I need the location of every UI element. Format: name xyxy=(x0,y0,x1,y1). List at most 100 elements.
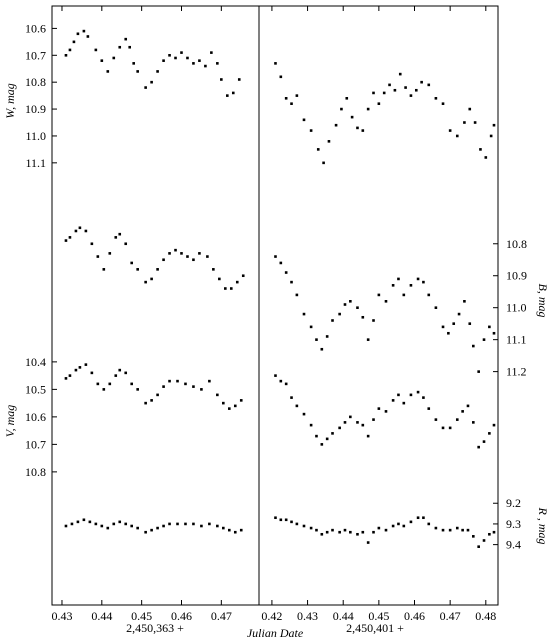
data-point-r xyxy=(124,522,128,526)
data-point-v xyxy=(409,393,413,397)
data-point-w xyxy=(284,97,288,100)
data-point-w xyxy=(86,35,90,38)
data-point-b xyxy=(235,280,239,284)
data-point-r xyxy=(372,530,375,534)
data-point-v xyxy=(315,434,318,438)
data-point-r xyxy=(144,530,147,534)
data-point-b xyxy=(124,242,128,246)
y-tick-label: 10.8 xyxy=(25,75,46,89)
data-point-w xyxy=(124,37,128,41)
y-tick-label: 9.4 xyxy=(506,538,521,552)
data-point-w xyxy=(382,91,386,95)
data-point-v xyxy=(434,418,438,421)
data-point-w xyxy=(72,40,76,44)
data-point-b xyxy=(309,325,313,329)
data-point-b xyxy=(192,258,195,262)
y-tick-label: 10.9 xyxy=(506,269,527,283)
data-point-r xyxy=(391,524,395,528)
data-point-b xyxy=(218,277,221,281)
data-point-w xyxy=(106,70,110,73)
data-point-r xyxy=(184,522,187,526)
data-point-r xyxy=(409,520,413,524)
data-point-b xyxy=(156,268,159,271)
data-point-v xyxy=(302,412,306,416)
data-point-r xyxy=(279,518,283,522)
data-point-w xyxy=(484,156,488,159)
data-point-r xyxy=(349,530,352,534)
data-point-r xyxy=(325,530,329,534)
data-point-v xyxy=(124,371,128,375)
x-tick-label: 0.46 xyxy=(171,609,192,623)
data-point-v xyxy=(384,410,388,413)
data-point-w xyxy=(118,45,122,49)
data-point-w xyxy=(192,62,195,65)
data-point-r xyxy=(94,522,98,526)
data-point-w xyxy=(427,83,431,87)
data-point-v xyxy=(228,407,231,410)
data-point-w xyxy=(441,102,445,105)
data-point-w xyxy=(448,129,452,132)
data-point-v xyxy=(477,445,480,449)
y-tick-label: 10.7 xyxy=(25,48,46,62)
data-point-r xyxy=(466,528,470,532)
data-point-w xyxy=(361,129,365,132)
data-point-b xyxy=(338,312,341,316)
data-point-v xyxy=(427,407,431,410)
data-point-w xyxy=(210,51,213,54)
data-point-r xyxy=(216,524,219,528)
data-point-v xyxy=(492,423,496,427)
data-point-w xyxy=(226,94,229,97)
x-tick-label: 0.42 xyxy=(261,609,282,623)
data-point-v xyxy=(162,385,165,388)
data-point-b xyxy=(150,277,153,281)
y-tick-label: 10.6 xyxy=(25,410,46,424)
data-point-v xyxy=(455,418,459,421)
x-tick-label: 0.47 xyxy=(211,609,232,623)
data-point-b xyxy=(279,261,283,265)
data-point-v xyxy=(136,388,139,391)
data-point-w xyxy=(82,29,86,33)
data-point-w xyxy=(309,129,313,132)
data-point-w xyxy=(204,64,207,68)
data-point-r xyxy=(192,522,195,526)
data-point-r xyxy=(397,522,400,526)
data-point-b xyxy=(331,319,334,322)
data-point-r xyxy=(422,516,425,520)
data-point-b xyxy=(434,306,438,309)
data-point-r xyxy=(76,520,80,524)
data-point-r xyxy=(477,545,480,548)
y-tick-label: 11.1 xyxy=(25,156,46,170)
data-point-b xyxy=(74,229,78,233)
data-point-v xyxy=(441,426,445,430)
data-point-r xyxy=(130,524,133,528)
x-axis-label: Julian Date xyxy=(247,626,304,640)
x-tick-label: 0.45 xyxy=(368,609,389,623)
data-point-b xyxy=(206,255,209,258)
data-point-w xyxy=(144,86,147,89)
data-point-r xyxy=(233,530,237,534)
data-point-r xyxy=(118,520,122,524)
data-point-b xyxy=(397,277,400,281)
y-tick-label: 9.2 xyxy=(506,496,521,510)
data-point-r xyxy=(441,528,445,532)
data-point-r xyxy=(70,522,74,526)
data-point-w xyxy=(279,75,283,79)
y-axis-label-w: W, mag xyxy=(3,83,17,119)
data-point-r xyxy=(295,522,299,526)
data-point-w xyxy=(350,115,354,119)
y-tick-label: 11.1 xyxy=(506,333,527,347)
data-point-v xyxy=(461,410,464,413)
data-point-w xyxy=(156,70,159,73)
y-tick-label: 10.8 xyxy=(506,237,527,251)
data-point-b xyxy=(162,258,165,262)
data-point-v xyxy=(90,371,94,375)
x-tick-label: 0.43 xyxy=(297,609,318,623)
data-point-b xyxy=(422,280,425,284)
data-point-w xyxy=(334,123,338,127)
data-point-b xyxy=(468,322,472,325)
y-tick-label: 11.0 xyxy=(506,301,527,315)
data-point-w xyxy=(64,54,68,57)
data-point-w xyxy=(132,62,135,65)
y-tick-label: 9.3 xyxy=(506,517,521,531)
data-point-r xyxy=(228,528,231,532)
